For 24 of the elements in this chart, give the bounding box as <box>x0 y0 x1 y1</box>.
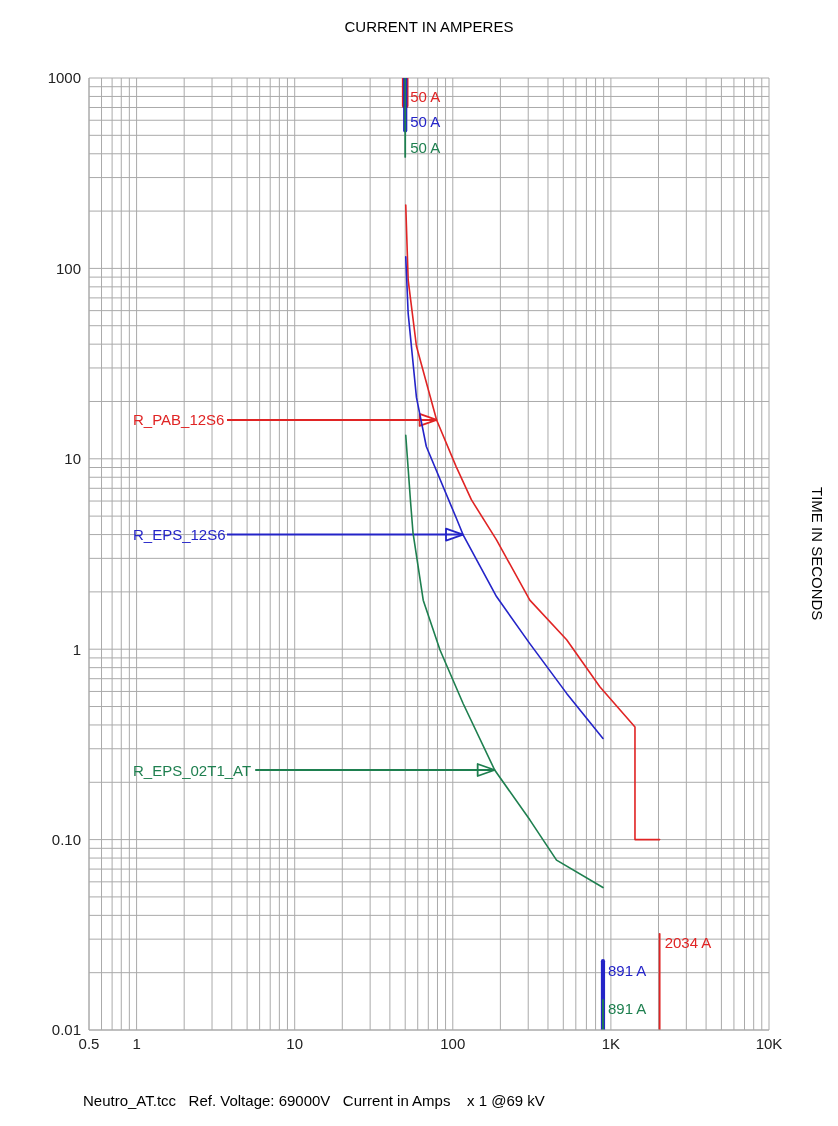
series-label: 891 A <box>607 1000 647 1018</box>
series-label: 50 A <box>410 139 441 157</box>
series-label: 2034 A <box>664 934 712 952</box>
x-axis-title: CURRENT IN AMPERES <box>343 18 515 35</box>
x-tick-label: 1 <box>132 1034 141 1052</box>
annotation: R_EPS_02T1_AT <box>133 761 252 779</box>
series-label: 50 A <box>410 87 441 105</box>
y-tick-label: 1000 <box>47 69 81 87</box>
y-tick-label: 100 <box>55 259 81 277</box>
y-tick-label: 10 <box>64 450 81 468</box>
x-tick-label: 100 <box>440 1034 466 1052</box>
y-tick-label: 1 <box>72 640 81 658</box>
x-tick-label: 0.5 <box>78 1034 100 1052</box>
x-tick-label: 10 <box>286 1034 304 1052</box>
y-tick-label: 0.01 <box>51 1021 81 1039</box>
annotation: R_EPS_12S6 <box>133 526 226 544</box>
annotation: R_PAB_12S6 <box>133 411 225 429</box>
y-axis-title: TIME IN SECONDS <box>809 486 826 623</box>
text: Neutro_AT.tcc Ref. Voltage: 69000V Current in Amps x 1 @69 kV <box>83 1092 545 1109</box>
y-tick-label: 0.10 <box>51 830 81 848</box>
series-label: 891 A <box>607 961 647 979</box>
series-label: 50 A <box>410 113 441 130</box>
x-tick-label: 10K <box>755 1034 783 1052</box>
x-tick-label: 1K <box>601 1034 621 1052</box>
